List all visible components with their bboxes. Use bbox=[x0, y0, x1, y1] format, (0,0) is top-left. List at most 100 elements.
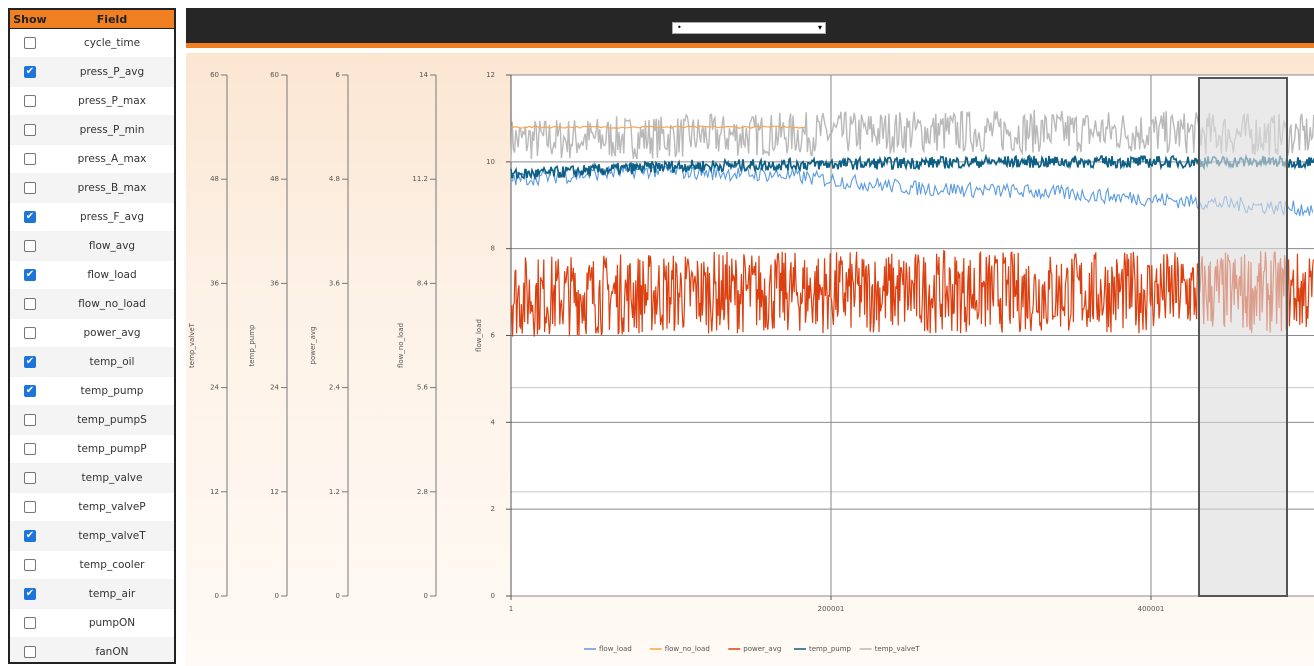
field-name: cycle_time bbox=[83, 37, 141, 49]
main-y-tick-label: 2 bbox=[491, 505, 495, 513]
secondary-axis-tick-label: 0 bbox=[275, 592, 279, 600]
chart-panel: 0 2 4 6 8 10 12 flow_load 1 200001 400001 0 12 24 36 48… bbox=[186, 53, 1314, 666]
secondary-axis-title-flow_no_load: flow_no_load bbox=[397, 323, 405, 368]
secondary-axis-tick-label: 1.2 bbox=[329, 488, 340, 496]
show-cell bbox=[10, 37, 50, 49]
field-name: press_P_max bbox=[78, 95, 146, 107]
show-checkbox-cycle_time[interactable] bbox=[24, 37, 36, 49]
show-checkbox-press_P_min[interactable] bbox=[24, 124, 36, 136]
field-row-temp_oil: ✔ temp_oil bbox=[10, 348, 174, 377]
show-checkbox-fanON[interactable] bbox=[24, 646, 36, 658]
chevron-down-icon: ▾ bbox=[817, 23, 822, 32]
show-checkbox-temp_valve[interactable] bbox=[24, 472, 36, 484]
secondary-axis-tick-label: 3.6 bbox=[329, 279, 341, 287]
show-cell bbox=[10, 646, 50, 658]
field-row-temp_valve: temp_valve bbox=[10, 464, 174, 493]
show-cell: ✔ bbox=[10, 385, 50, 397]
main-y-axis-title: flow_load bbox=[475, 319, 483, 352]
top-toolbar: • ▾ bbox=[186, 8, 1314, 48]
field-name: flow_no_load bbox=[78, 298, 146, 310]
show-cell: ✔ bbox=[10, 269, 50, 281]
secondary-axis-tick-label: 0 bbox=[336, 592, 340, 600]
show-checkbox-temp_valveT[interactable]: ✔ bbox=[24, 530, 36, 542]
show-cell bbox=[10, 182, 50, 194]
show-cell bbox=[10, 153, 50, 165]
field-row-flow_avg: flow_avg bbox=[10, 232, 174, 261]
secondary-axis-tick-label: 60 bbox=[210, 71, 219, 79]
series-line-flow_no_load bbox=[510, 125, 806, 129]
show-checkbox-press_B_max[interactable] bbox=[24, 182, 36, 194]
secondary-axis-tick-label: 36 bbox=[270, 279, 279, 287]
show-cell bbox=[10, 501, 50, 513]
legend-label-temp_valveT: temp_valveT bbox=[875, 645, 921, 653]
field-selector-table: Show Field cycle_time ✔ press_P_avg press_P… bbox=[8, 8, 176, 664]
secondary-axis-title-power_avg: power_avg bbox=[309, 326, 317, 364]
secondary-axis-tick-label: 24 bbox=[210, 384, 219, 392]
field-name: temp_valveP bbox=[78, 501, 146, 513]
legend-label-temp_pump: temp_pump bbox=[809, 645, 852, 653]
field-table-header: Show Field bbox=[10, 10, 174, 29]
secondary-axis-tick-label: 0 bbox=[424, 592, 428, 600]
show-cell bbox=[10, 443, 50, 455]
secondary-axis-tick-label: 2.4 bbox=[329, 384, 341, 392]
field-row-temp_valveT: ✔ temp_valveT bbox=[10, 522, 174, 551]
field-name: temp_pumpS bbox=[77, 414, 147, 426]
show-checkbox-flow_load[interactable]: ✔ bbox=[24, 269, 36, 281]
main-y-tick-label: 6 bbox=[491, 332, 496, 340]
field-rows: cycle_time ✔ press_P_avg press_P_max press_P… bbox=[10, 29, 174, 662]
field-name: press_B_max bbox=[77, 182, 147, 194]
field-name: press_P_avg bbox=[79, 66, 145, 78]
secondary-axis-title-temp_valveT: temp_valveT bbox=[188, 322, 196, 368]
field-row-fanON: fanON bbox=[10, 638, 174, 662]
show-checkbox-flow_avg[interactable] bbox=[24, 240, 36, 252]
show-checkbox-flow_no_load[interactable] bbox=[24, 298, 36, 310]
secondary-axis-tick-label: 36 bbox=[210, 279, 219, 287]
field-row-temp_pumpP: temp_pumpP bbox=[10, 435, 174, 464]
field-name: power_avg bbox=[83, 327, 141, 339]
show-cell bbox=[10, 472, 50, 484]
show-cell bbox=[10, 240, 50, 252]
field-name: pumpON bbox=[88, 617, 136, 629]
field-row-flow_load: ✔ flow_load bbox=[10, 261, 174, 290]
series-line-flow_load bbox=[510, 162, 1314, 217]
show-checkbox-temp_pump[interactable]: ✔ bbox=[24, 385, 36, 397]
show-checkbox-press_P_max[interactable] bbox=[24, 95, 36, 107]
secondary-axis-tick-label: 48 bbox=[210, 175, 219, 183]
field-name: temp_pumpP bbox=[77, 443, 147, 455]
show-checkbox-temp_air[interactable]: ✔ bbox=[24, 588, 36, 600]
show-column-header: Show bbox=[13, 13, 47, 26]
field-row-press_F_avg: ✔ press_F_avg bbox=[10, 203, 174, 232]
field-name: flow_avg bbox=[88, 240, 136, 252]
brush-selection-window bbox=[1197, 77, 1288, 597]
field-name: temp_air bbox=[88, 588, 136, 600]
field-row-temp_pump: ✔ temp_pump bbox=[10, 377, 174, 406]
show-checkbox-press_P_avg[interactable]: ✔ bbox=[24, 66, 36, 78]
show-checkbox-press_A_max[interactable] bbox=[24, 153, 36, 165]
dropdown-dot-icon: • bbox=[677, 23, 682, 32]
show-checkbox-temp_pumpP[interactable] bbox=[24, 443, 36, 455]
field-name: temp_pump bbox=[80, 385, 144, 397]
field-row-press_A_max: press_A_max bbox=[10, 145, 174, 174]
show-cell bbox=[10, 414, 50, 426]
show-checkbox-temp_valveP[interactable] bbox=[24, 501, 36, 513]
show-checkbox-temp_oil[interactable]: ✔ bbox=[24, 356, 36, 368]
field-name: temp_oil bbox=[89, 356, 135, 368]
show-cell: ✔ bbox=[10, 211, 50, 223]
main-y-tick-label: 0 bbox=[491, 592, 495, 600]
field-name: press_A_max bbox=[77, 153, 147, 165]
show-checkbox-pumpON[interactable] bbox=[24, 617, 36, 629]
field-name: flow_load bbox=[87, 269, 137, 281]
show-cell bbox=[10, 298, 50, 310]
dataset-dropdown[interactable]: • ▾ bbox=[672, 22, 826, 34]
main-y-tick-label: 4 bbox=[491, 418, 496, 426]
legend-label-power_avg: power_avg bbox=[743, 645, 781, 653]
main-y-tick-label: 8 bbox=[491, 245, 495, 253]
secondary-axis-tick-label: 48 bbox=[270, 175, 279, 183]
show-checkbox-temp_pumpS[interactable] bbox=[24, 414, 36, 426]
show-cell: ✔ bbox=[10, 588, 50, 600]
show-checkbox-power_avg[interactable] bbox=[24, 327, 36, 339]
show-checkbox-temp_cooler[interactable] bbox=[24, 559, 36, 571]
show-checkbox-press_F_avg[interactable]: ✔ bbox=[24, 211, 36, 223]
show-cell bbox=[10, 124, 50, 136]
